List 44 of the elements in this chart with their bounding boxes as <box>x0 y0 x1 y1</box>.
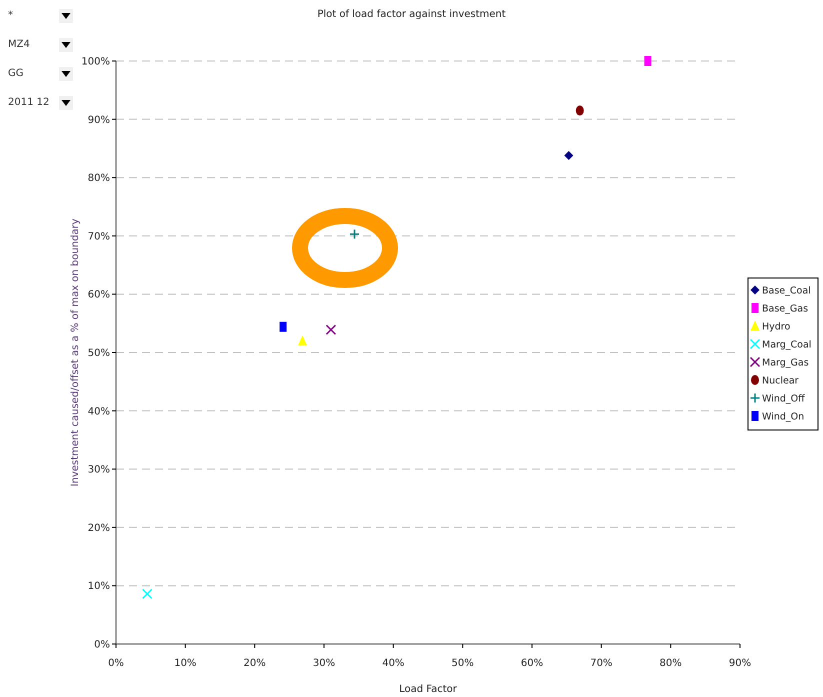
x-tick-label: 10% <box>174 658 196 669</box>
x-tick-label: 80% <box>660 658 682 669</box>
chart-title: Plot of load factor against investment <box>317 9 506 20</box>
legend-label: Wind_On <box>762 412 804 422</box>
point <box>349 228 360 240</box>
legend-label: Marg_Coal <box>762 340 812 350</box>
text: GG <box>8 68 24 79</box>
x-tick-label: 90% <box>728 658 752 669</box>
point <box>280 322 287 332</box>
text: MZ4 <box>8 39 30 50</box>
point <box>644 56 652 66</box>
y-tick-label: 30% <box>88 464 110 476</box>
point <box>298 335 308 346</box>
x-tick-label: 60% <box>520 658 544 669</box>
point <box>142 588 152 600</box>
point <box>326 324 336 336</box>
point <box>564 150 574 160</box>
y-tick-label: 20% <box>88 522 110 534</box>
y-tick-label: 80% <box>88 173 110 184</box>
point <box>576 106 584 116</box>
y-tick-label: 70% <box>88 231 110 242</box>
y-tick-label: 50% <box>88 348 110 359</box>
x-tick-label: 30% <box>312 658 336 669</box>
y-tick-label: 90% <box>88 114 110 126</box>
text: 2011 12 <box>8 97 50 108</box>
legend-label: Wind_Off <box>762 394 806 404</box>
legend-label: Nuclear <box>762 376 799 386</box>
legend-label: Base_Coal <box>762 286 811 296</box>
text: * <box>8 10 13 21</box>
legend-label: Base_Gas <box>762 304 808 314</box>
legend-label: Hydro <box>762 322 790 332</box>
x-axis-title: Load Factor <box>399 684 458 695</box>
x-tick-label: 0% <box>108 658 124 669</box>
y-tick-label: 40% <box>88 406 110 418</box>
y-tick-label: 100% <box>81 56 110 68</box>
y-tick-label: 0% <box>94 640 110 650</box>
x-tick-label: 70% <box>590 658 612 669</box>
y-tick-label: 60% <box>88 290 110 301</box>
y-axis-title: Investment caused/offset as a % of max on boundary <box>70 218 81 486</box>
x-tick-label: 50% <box>452 658 474 669</box>
x-tick-label: 20% <box>244 658 266 669</box>
x-tick-label: 40% <box>382 658 404 669</box>
legend-label: Marg_Gas <box>762 358 809 368</box>
y-tick-label: 10% <box>88 581 110 592</box>
